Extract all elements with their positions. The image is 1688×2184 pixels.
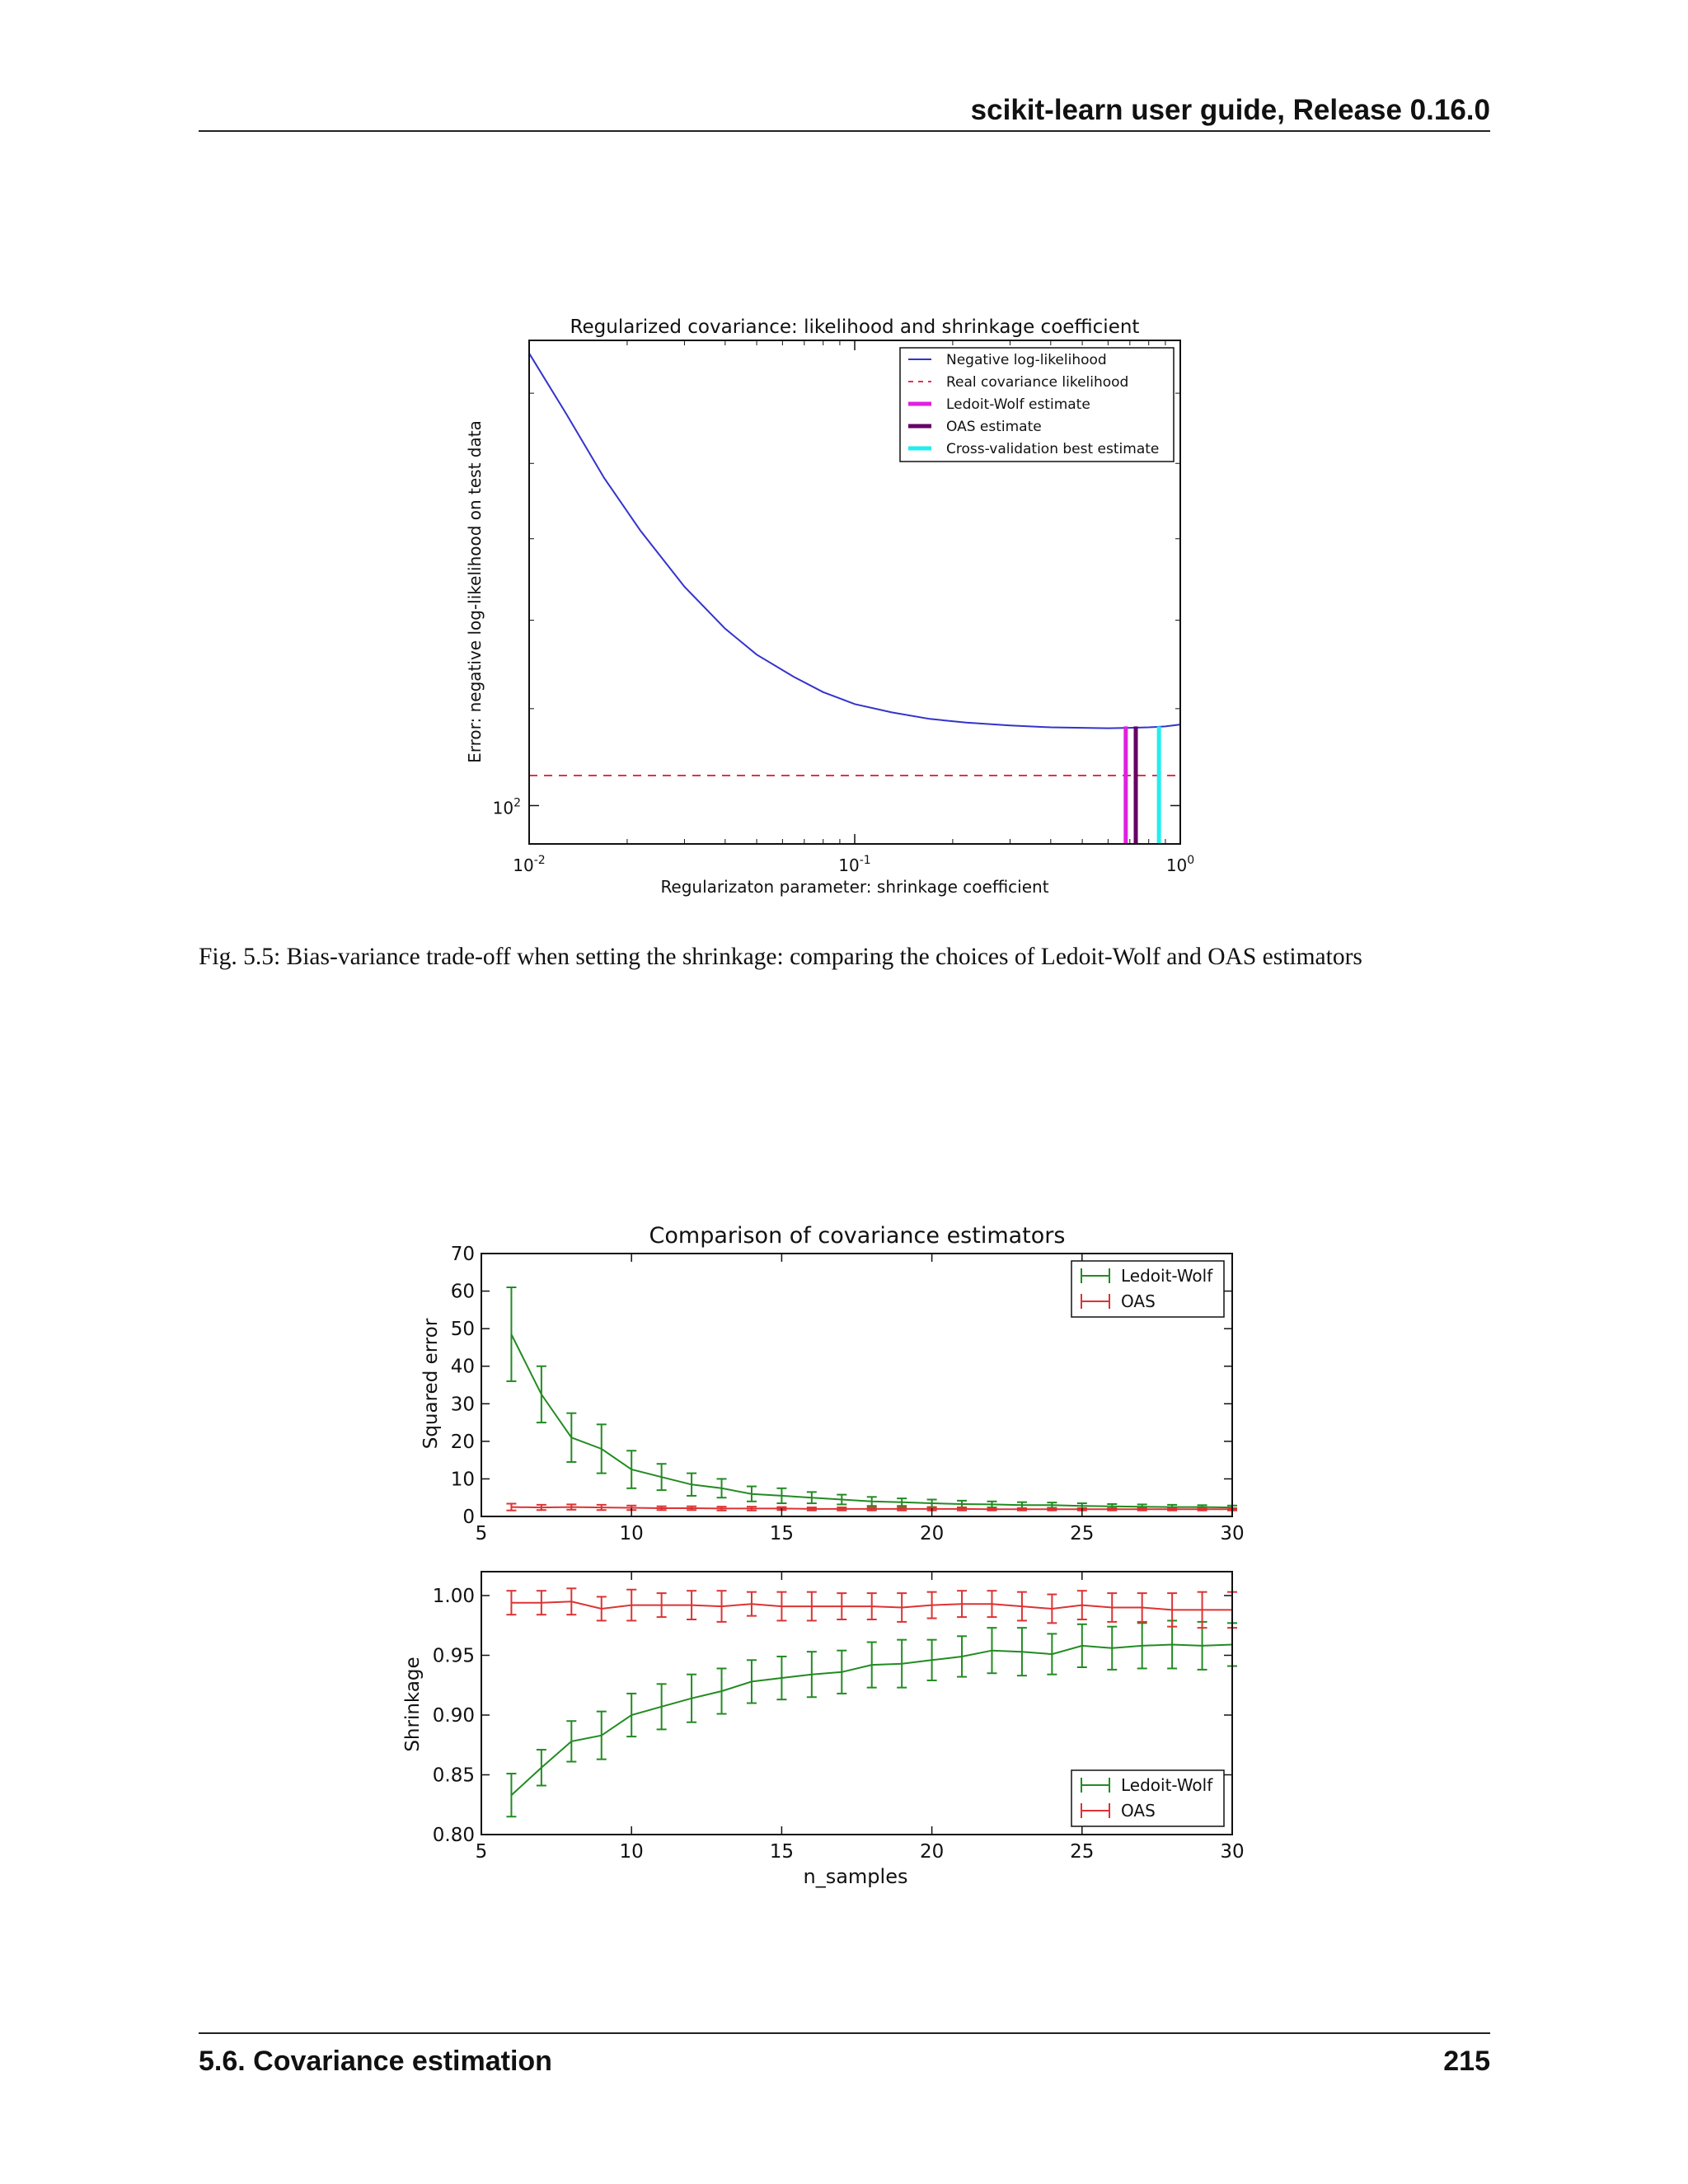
x-tick-label: 100 — [1166, 854, 1194, 875]
running-header: scikit-learn user guide, Release 0.16.0 — [199, 91, 1490, 132]
x-tick-label: 20 — [920, 1841, 944, 1863]
y-tick-label: 0.85 — [433, 1765, 475, 1787]
x-tick-label: 15 — [770, 1841, 794, 1863]
legend-real-covariance-likelihood-label: Real covariance likelihood — [946, 374, 1128, 391]
y-tick-label: 0.80 — [433, 1825, 475, 1846]
chart2-title: Comparison of covariance estimators — [649, 1223, 1066, 1249]
chart1-ylabel: Error: negative log-likelihood on test d… — [465, 420, 485, 763]
chart2-legend — [1071, 1260, 1225, 1318]
legend-ledoit-wolf-estimate-label: Ledoit-Wolf estimate — [946, 396, 1090, 413]
figure-caption: Fig. 5.5: Bias-variance trade-off when s… — [199, 944, 1362, 970]
x-tick-label: 10 — [620, 1523, 644, 1544]
x-tick-label: 20 — [920, 1523, 944, 1544]
y-tick-label: 0 — [462, 1507, 475, 1528]
chart1-title: Regularized covariance: likelihood and s… — [570, 316, 1140, 338]
chart1-legend — [899, 347, 1175, 462]
legend-ledoit-wolf-label: Ledoit-Wolf — [1121, 1775, 1213, 1795]
figure-covariance-comparison: Comparison of covariance estimators Squa… — [402, 1223, 1245, 1888]
chart3-frame — [481, 1571, 1233, 1835]
y-tick-label: 102 — [493, 796, 521, 818]
chart2-frame — [481, 1253, 1233, 1517]
x-tick-label: 10-1 — [838, 854, 870, 875]
y-tick-label: 50 — [451, 1319, 475, 1340]
y-tick-label: 40 — [451, 1357, 475, 1378]
negative-log-likelihood-line — [528, 353, 1181, 729]
legend-oas-estimate-label: OAS estimate — [946, 419, 1042, 435]
chart3-xlabel: n_samples — [804, 1865, 908, 1888]
y-tick-label: 0.90 — [433, 1705, 475, 1727]
y-tick-label: 0.95 — [433, 1646, 475, 1667]
x-tick-label: 5 — [476, 1523, 488, 1544]
x-tick-label: 25 — [1070, 1523, 1094, 1544]
x-tick-label: 25 — [1070, 1841, 1094, 1863]
figure-regularized-covariance: Regularized covariance: likelihood and s… — [465, 316, 1194, 897]
footer-page-number: 215 — [1443, 2046, 1490, 2077]
header-title: scikit-learn user guide, Release 0.16.0 — [970, 94, 1490, 126]
x-tick-label: 10-2 — [513, 854, 545, 875]
y-tick-label: 1.00 — [433, 1586, 475, 1607]
legend-ledoit-wolf-label: Ledoit-Wolf — [1121, 1266, 1213, 1286]
legend-oas-label: OAS — [1121, 1801, 1156, 1821]
legend-oas-label: OAS — [1121, 1291, 1156, 1311]
y-tick-label: 10 — [451, 1469, 475, 1490]
x-tick-label: 10 — [620, 1841, 644, 1863]
x-tick-label: 5 — [476, 1841, 488, 1863]
legend-negative-log-likelihood-label: Negative log-likelihood — [946, 352, 1107, 368]
chart3-ylabel: Shrinkage — [402, 1657, 424, 1751]
legend-cross-validation-estimate-label: Cross-validation best estimate — [946, 441, 1159, 457]
chart1-xlabel: Regularizaton parameter: shrinkage coeff… — [660, 877, 1048, 897]
ledoit-wolf-line — [510, 1333, 1233, 1509]
y-tick-label: 30 — [451, 1394, 475, 1415]
x-tick-label: 15 — [770, 1523, 794, 1544]
y-tick-label: 60 — [451, 1282, 475, 1303]
y-tick-label: 20 — [451, 1432, 475, 1453]
chart2-ylabel: Squared error — [420, 1318, 442, 1449]
running-footer: 5.6. Covariance estimation 215 — [199, 2032, 1490, 2077]
chart3-legend — [1071, 1769, 1225, 1827]
footer-section-title: 5.6. Covariance estimation — [199, 2046, 552, 2077]
x-tick-label: 30 — [1220, 1523, 1244, 1544]
x-tick-label: 30 — [1220, 1841, 1244, 1863]
y-tick-label: 70 — [451, 1244, 475, 1265]
